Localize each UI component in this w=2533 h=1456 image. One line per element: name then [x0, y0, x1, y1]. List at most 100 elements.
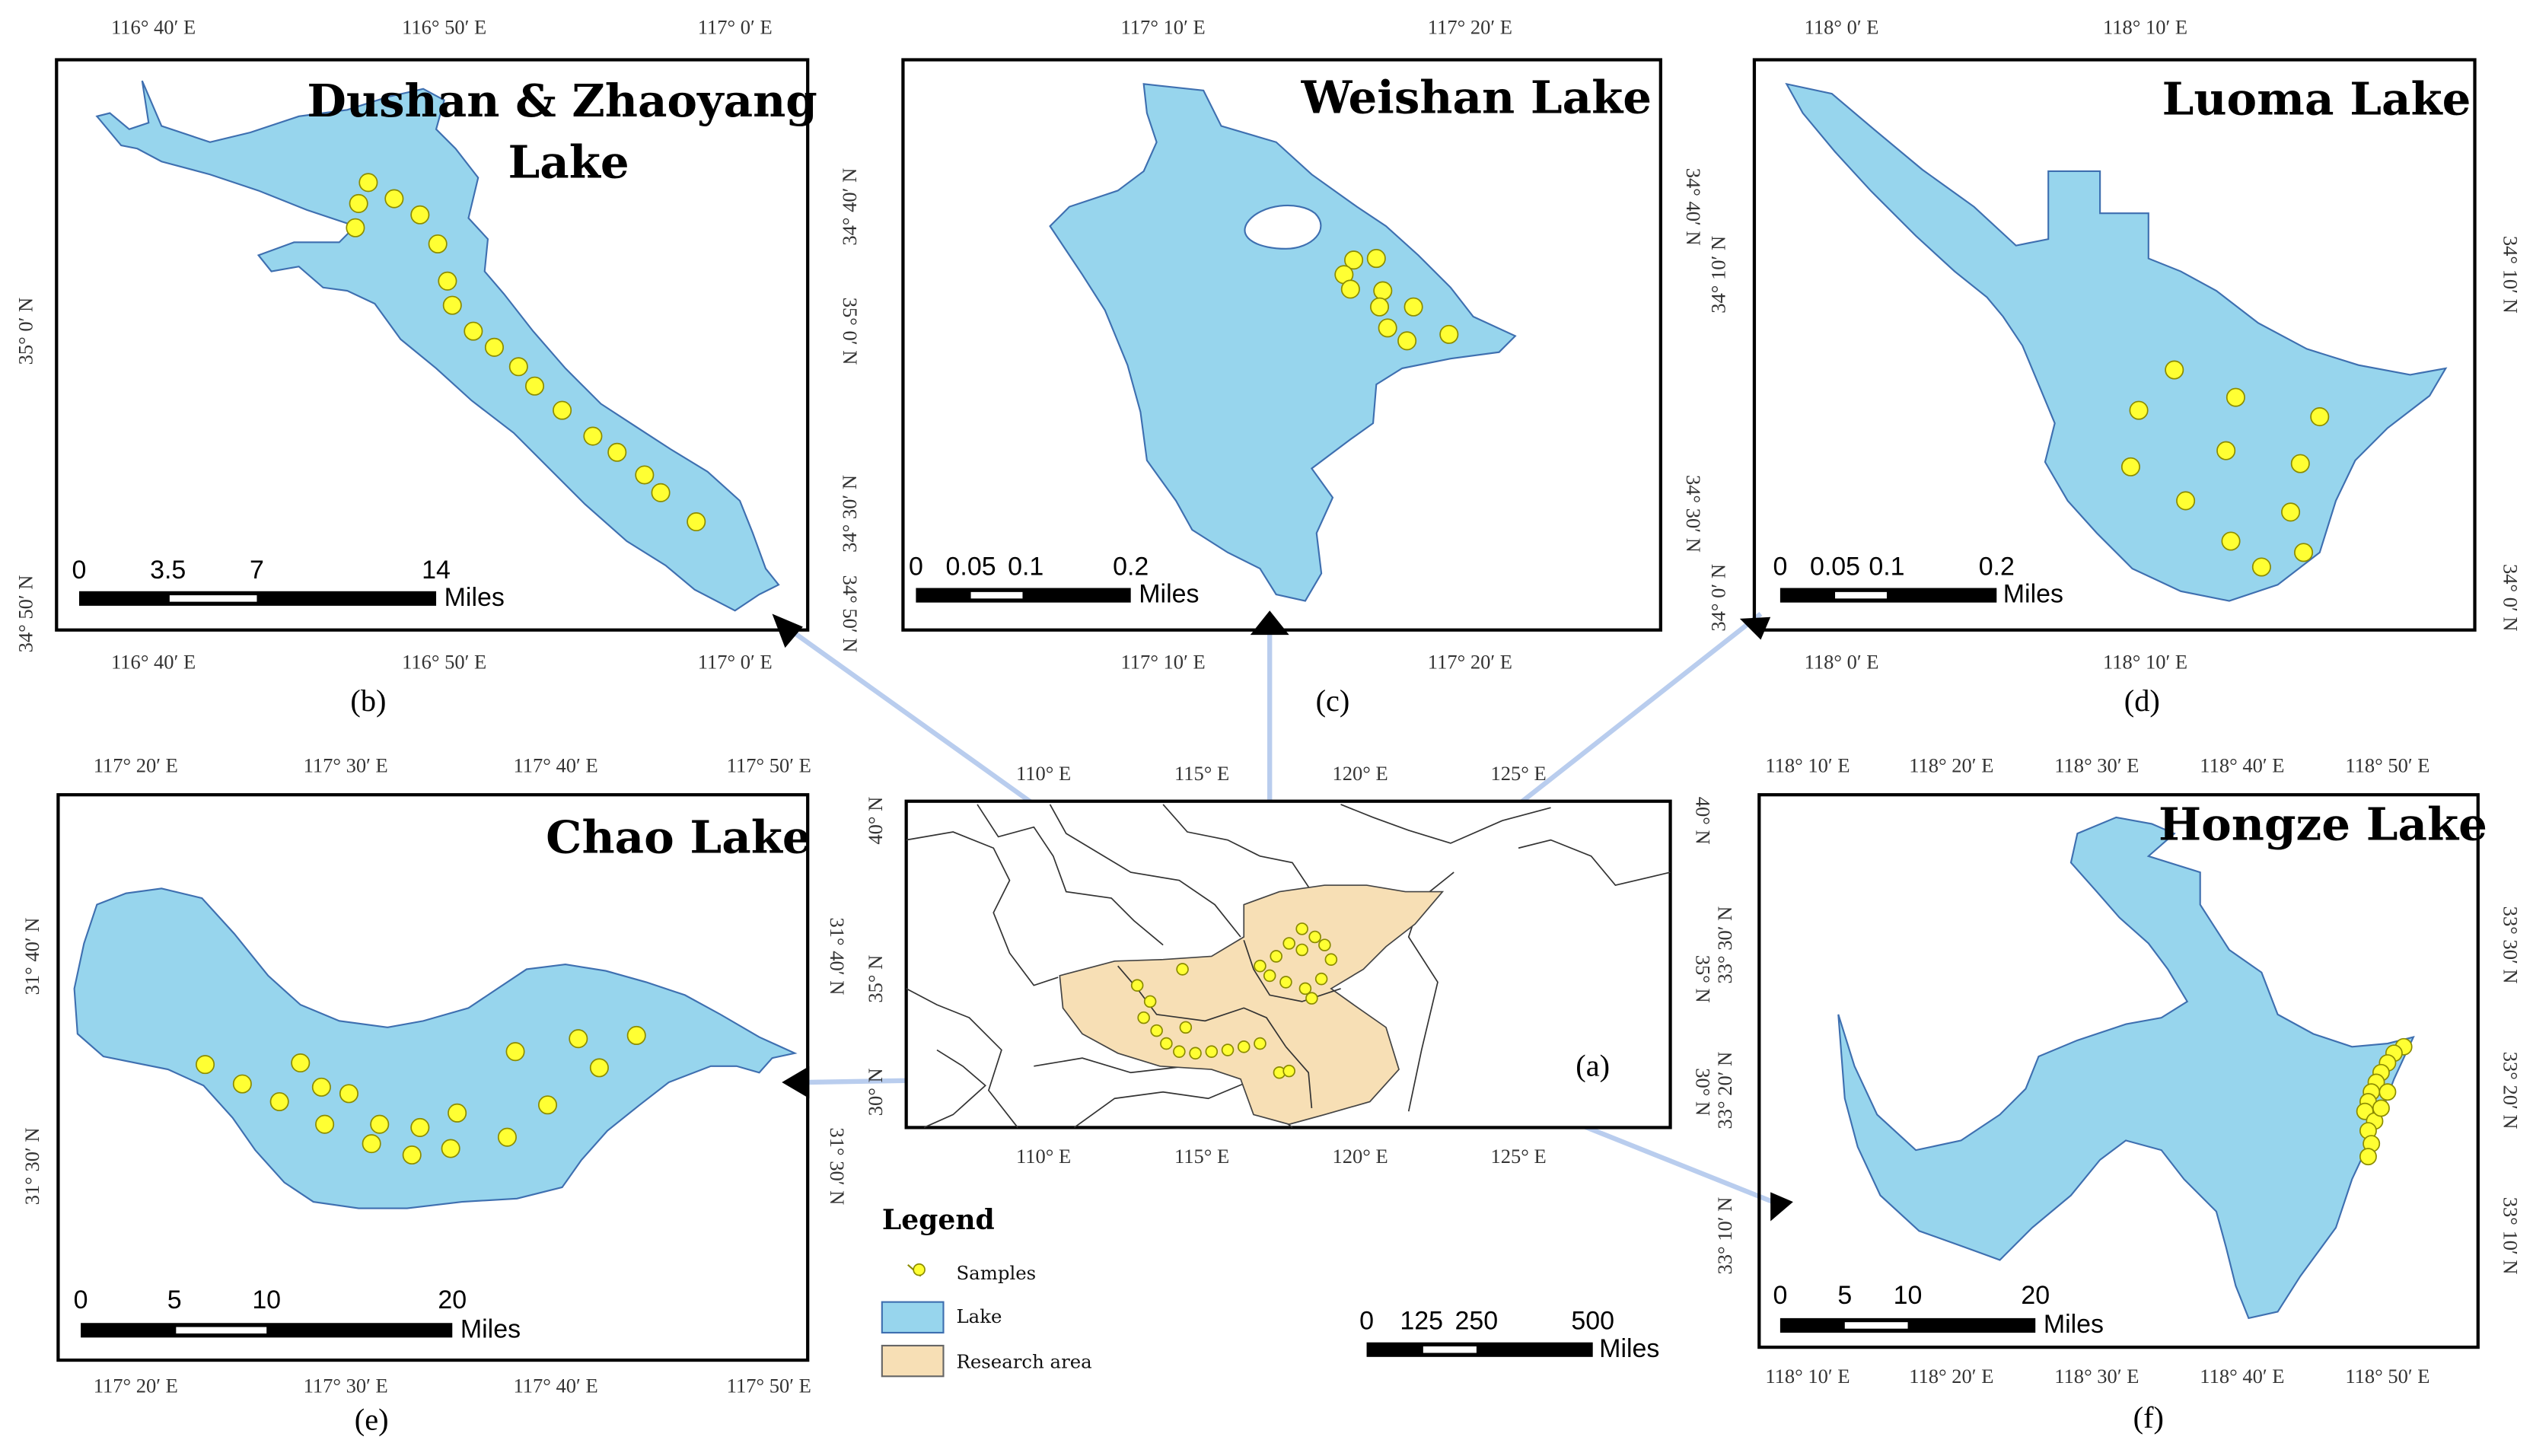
tick-label: 33° 20′ N [2500, 1052, 2522, 1129]
leader-arrowhead [1739, 616, 1771, 640]
left-ticks-e: 31° 40′ N 31° 30′ N [21, 918, 43, 1206]
sample-point [232, 1074, 252, 1094]
scale-unit: Miles [2003, 580, 2063, 609]
tick-label: 34° 0′ N [1707, 564, 1730, 632]
sample-point [1143, 995, 1157, 1008]
samples-d [2120, 360, 2330, 577]
sample-point [1295, 943, 1308, 957]
panel-title: Hongze Lake [2159, 798, 2487, 852]
sample-point [269, 1091, 289, 1111]
tick-label: 35° 0′ N [14, 298, 37, 365]
tick-label: 125° E [1490, 762, 1546, 785]
panel-title: Luoma Lake [2162, 73, 2471, 126]
sample-point [1318, 938, 1331, 951]
tick-label: 34° 50′ N [14, 575, 37, 653]
research-area-region [1059, 884, 1445, 1126]
sample-point [1366, 249, 1386, 269]
panel-sublabel: (e) [355, 1402, 389, 1436]
sample-point [569, 1029, 588, 1049]
tick-label: 117° 20′ E [1428, 651, 1512, 674]
sample-point [1205, 1045, 1219, 1058]
tick-label: 125° E [1490, 1145, 1546, 1168]
sample-point [2129, 400, 2149, 420]
sample-point [583, 426, 603, 446]
tick-label: 40° N [864, 797, 887, 845]
top-ticks-d: 118° 0′ E 118° 10′ E [1805, 16, 2188, 39]
right-ticks-a: 40° N 35° N 30° N [1692, 797, 1715, 1116]
scale-label: 0.2 [1979, 553, 2015, 581]
lake-luoma [1785, 82, 2448, 602]
sample-point [2165, 360, 2184, 380]
sample-point [1397, 331, 1417, 351]
panel-f-hongze: 118° 10′ E 118° 20′ E 118° 30′ E 118° 40… [1713, 754, 2522, 1435]
scale-label: 0 [909, 553, 923, 581]
tick-label: 117° 30′ E [304, 754, 388, 777]
scale-bar-c: 0 0.05 0.1 0.2 Miles [909, 553, 1200, 609]
scale-label: 0.1 [1869, 553, 1904, 581]
scale-unit: Miles [444, 583, 505, 612]
panel-frame [55, 58, 810, 632]
tick-label: 35° 0′ N [839, 298, 862, 365]
scale-label: 14 [422, 556, 451, 585]
sample-point [484, 337, 504, 357]
sample-point [349, 193, 368, 213]
legend-label: Samples [956, 1262, 1036, 1284]
sample-point [410, 1117, 430, 1137]
tick-label: 31° 40′ N [826, 918, 849, 996]
tick-label: 117° 20′ E [94, 1375, 178, 1397]
sample-point [635, 465, 655, 485]
tick-label: 35° N [1692, 955, 1715, 1003]
sample-point [384, 189, 404, 209]
lake-dushan-zhaoyang [95, 80, 780, 612]
tick-label: 40° N [1692, 797, 1715, 845]
tick-label: 117° 50′ E [727, 754, 811, 777]
left-ticks-c: 34° 40′ N 34° 30′ N [838, 168, 861, 553]
panel-sublabel: (d) [2124, 683, 2160, 718]
leader-arrowhead [782, 1066, 810, 1099]
tick-label: 33° 10′ N [1713, 1197, 1736, 1275]
scale-label: 0 [1773, 1281, 1787, 1310]
scale-label: 10 [1894, 1281, 1923, 1310]
tick-label: 33° 10′ N [2500, 1197, 2522, 1275]
tick-label: 118° 50′ E [2345, 754, 2429, 777]
leader-arrowhead [772, 613, 803, 648]
leader-arrowhead [1770, 1192, 1793, 1222]
tick-label: 118° 10′ E [1765, 1365, 1850, 1388]
lake-weishan [1049, 83, 1517, 602]
sample-point [2359, 1148, 2377, 1166]
tick-label: 115° E [1174, 762, 1229, 785]
scale-label: 0.1 [1008, 553, 1043, 581]
tick-label: 117° 0′ E [698, 16, 773, 39]
sample-point [607, 442, 627, 462]
scale-label: 0 [1359, 1307, 1374, 1336]
panel-b-dushan-zhaoyang: 116° 40′ E 116° 50′ E 117° 0′ E D [14, 16, 861, 718]
sample-point [362, 1134, 381, 1154]
sample-point [1324, 953, 1338, 966]
scale-unit: Miles [2044, 1310, 2104, 1339]
tick-label: 116° 50′ E [402, 651, 486, 674]
scale-bar-f: 0 5 10 20 Miles [1773, 1281, 2104, 1339]
scale-label: 3.5 [150, 556, 186, 585]
panel-d-luoma: 118° 0′ E 118° 10′ E Luoma Lake 0 0.05 0… [1707, 16, 2522, 718]
panel-title: Dushan & Zhaoyang [307, 75, 817, 128]
tick-label: 33° 30′ N [1713, 906, 1736, 984]
sample-point [1282, 1064, 1295, 1078]
panel-frame [1752, 58, 2477, 632]
samples-c [1334, 249, 1459, 351]
sample-point [1295, 922, 1308, 935]
sample-point [1176, 963, 1189, 976]
scale-label: 0 [74, 1286, 88, 1314]
sample-point [2226, 387, 2245, 407]
lake-island-c [1244, 204, 1322, 250]
right-ticks-d: 34° 10′ N 34° 0′ N [2500, 236, 2522, 632]
samples-e [196, 1025, 646, 1165]
tick-label: 116° 50′ E [402, 16, 486, 39]
scale-bar-d: 0 0.05 0.1 0.2 Miles [1773, 553, 2063, 609]
scale-label: 500 [1571, 1307, 1614, 1336]
tick-label: 118° 10′ E [2103, 16, 2187, 39]
sample-point [464, 321, 483, 341]
panel-sublabel: (a) [1576, 1049, 1610, 1083]
tick-label: 30° N [864, 1068, 887, 1116]
top-ticks-b: 116° 40′ E 116° 50′ E 117° 0′ E [111, 16, 773, 39]
samples-a [1130, 922, 1338, 1079]
